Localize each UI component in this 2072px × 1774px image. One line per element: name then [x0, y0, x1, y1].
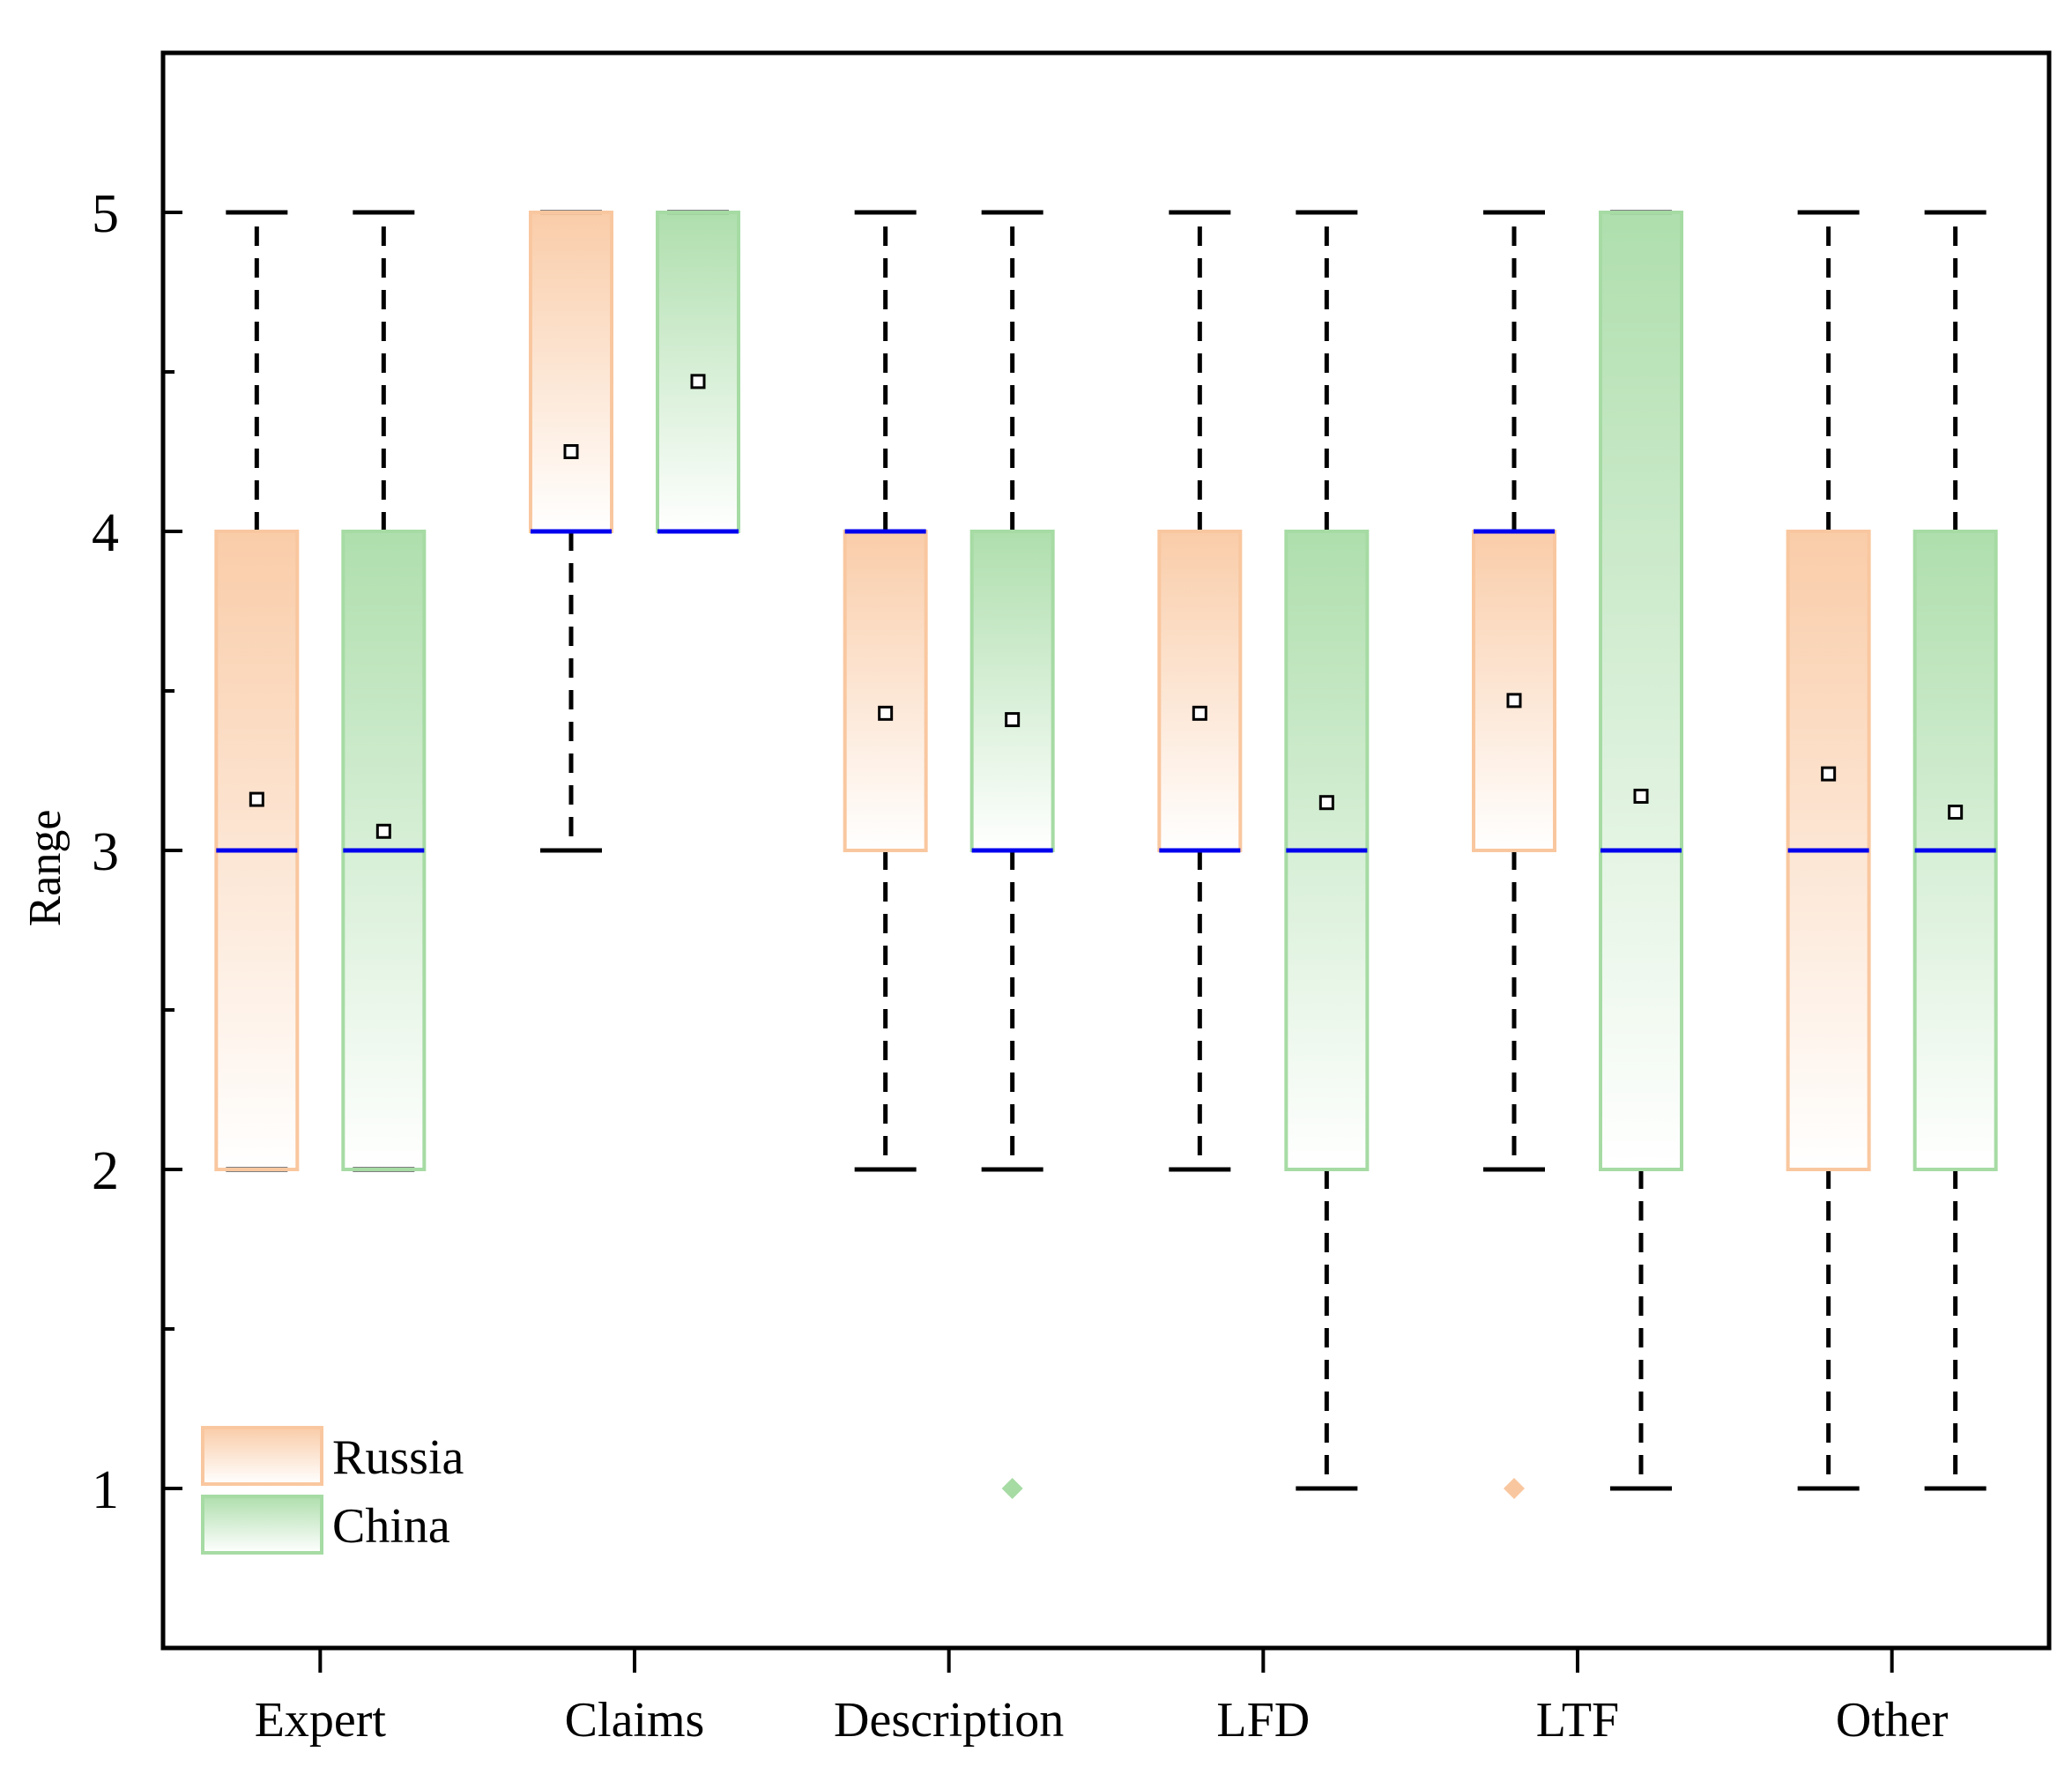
box-china-lfd	[1284, 210, 1370, 1491]
mean-marker	[1318, 795, 1334, 811]
iqr-box	[1157, 530, 1243, 852]
x-tick-label: Claims	[565, 1693, 705, 1748]
iqr-box	[969, 530, 1055, 852]
y-tick-label: 2	[92, 1141, 119, 1201]
box-china-ltf	[1599, 210, 1683, 1491]
x-tick-label: LFD	[1216, 1693, 1310, 1748]
mean-marker	[1948, 805, 1964, 820]
y-axis-title: Range	[20, 810, 71, 927]
box-russia-other	[1786, 210, 1871, 1491]
legend-label-china: China	[332, 1499, 450, 1554]
legend-label-russia: Russia	[332, 1430, 464, 1485]
box-russia-claims	[529, 210, 613, 853]
plot-frame	[160, 50, 2052, 1651]
mean-marker	[1005, 712, 1021, 728]
box-china-other	[1912, 210, 1998, 1491]
legend: Russia China	[201, 1426, 464, 1555]
box-russia-expert	[214, 210, 300, 1172]
legend-swatch-china	[201, 1495, 323, 1555]
iqr-box	[656, 211, 740, 533]
plot-border	[160, 50, 2052, 1651]
y-tick-label: 3	[92, 822, 119, 882]
legend-swatch-russia	[201, 1426, 323, 1486]
mean-marker	[1506, 693, 1522, 709]
iqr-box	[529, 211, 613, 533]
iqr-box	[1599, 211, 1683, 1171]
mean-marker	[878, 705, 894, 721]
box-russia-description	[843, 210, 928, 1172]
box-russia-lfd	[1157, 210, 1243, 1172]
x-tick-label: Description	[834, 1693, 1064, 1748]
mean-marker	[690, 374, 706, 390]
iqr-box	[843, 530, 928, 852]
mean-marker	[375, 823, 391, 839]
outlier-point	[1001, 1478, 1023, 1499]
mean-marker	[1821, 766, 1837, 782]
x-tick-label: LTF	[1536, 1693, 1619, 1748]
box-russia-ltf	[1472, 210, 1556, 1499]
x-tick-label: Expert	[255, 1693, 387, 1748]
box-china-expert	[341, 210, 427, 1172]
mean-marker	[1633, 788, 1649, 804]
boxes-layer	[214, 210, 1998, 1499]
y-tick-label: 5	[92, 184, 119, 244]
box-china-description	[969, 210, 1055, 1499]
mean-marker	[563, 444, 579, 459]
outlier-point	[1504, 1478, 1525, 1499]
y-axis: 1 2 3 4 5	[92, 184, 182, 1520]
y-tick-label: 4	[92, 503, 119, 563]
x-tick-label: Other	[1836, 1693, 1949, 1748]
box-china-claims	[656, 210, 740, 534]
mean-marker	[1192, 705, 1207, 721]
y-tick-label: 1	[92, 1460, 119, 1520]
mean-marker	[249, 791, 264, 807]
x-axis: Expert Claims Description LFD LTF Other	[255, 1648, 1949, 1748]
iqr-box	[1472, 530, 1556, 852]
